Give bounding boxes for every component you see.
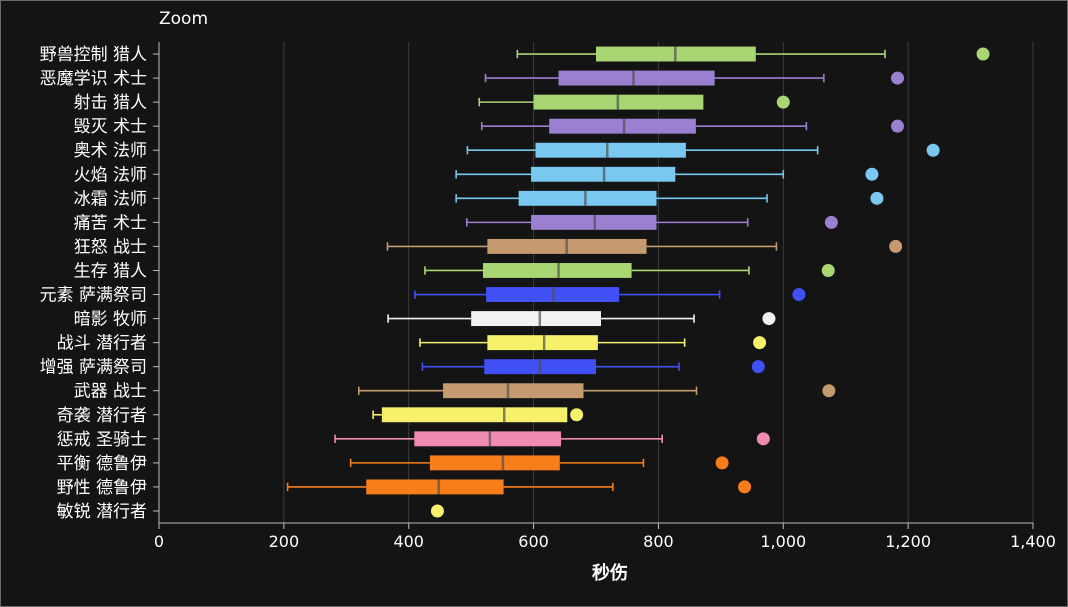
- y-tick-label: 惩戒 圣骑士: [57, 430, 147, 450]
- axes: [153, 42, 1034, 529]
- box: [366, 479, 504, 495]
- outlier-point: [792, 288, 806, 302]
- outlier-point: [715, 456, 729, 470]
- box-group: [286, 479, 752, 495]
- x-tick-label: 200: [269, 532, 300, 551]
- x-tick-label: 1,000: [760, 532, 806, 551]
- outlier-point: [753, 336, 767, 350]
- x-tick-label: 1,200: [885, 532, 931, 551]
- box: [518, 190, 657, 206]
- box-group: [466, 142, 940, 158]
- box-group: [516, 46, 990, 62]
- outlier-point: [976, 47, 990, 61]
- y-tick-label: 增强 萨满祭司: [40, 358, 147, 378]
- box: [381, 407, 568, 423]
- box-group: [430, 504, 444, 518]
- outlier-point: [889, 239, 903, 253]
- box: [535, 142, 686, 158]
- box: [414, 431, 562, 447]
- x-tick-label: 1,400: [1010, 532, 1056, 551]
- box: [471, 311, 601, 327]
- x-axis-ticks: 0 200 400 600 800 1,000 1,200 1,400: [154, 532, 1056, 551]
- y-tick-label: 生存 猎人: [74, 261, 147, 281]
- outlier-point: [821, 263, 835, 277]
- outlier-point: [751, 360, 765, 374]
- outlier-point: [870, 191, 884, 205]
- box-group: [419, 335, 767, 351]
- y-tick-label: 恶魔学识 术士: [40, 69, 147, 89]
- box-group: [357, 383, 836, 399]
- box-group: [465, 214, 838, 230]
- box-group: [349, 455, 729, 471]
- x-tick-label: 400: [393, 532, 424, 551]
- y-tick-label: 野兽控制 猎人: [40, 45, 147, 65]
- y-tick-label: 敏锐 潜行者: [57, 502, 147, 522]
- box-group: [478, 94, 790, 110]
- box: [487, 335, 598, 351]
- box: [549, 118, 696, 134]
- outlier-point: [926, 143, 940, 157]
- outlier-point: [570, 408, 584, 422]
- y-tick-label: 毁灭 术士: [74, 117, 147, 137]
- zoom-button[interactable]: Zoom: [159, 9, 209, 29]
- y-tick-label: 平衡 德鲁伊: [57, 454, 147, 474]
- y-tick-label: 暗影 牧师: [74, 310, 147, 330]
- outlier-point: [865, 167, 879, 181]
- y-tick-label: 奇袭 潜行者: [57, 406, 147, 426]
- x-tick-label: 800: [643, 532, 674, 551]
- box-group: [387, 311, 776, 327]
- y-tick-label: 狂怒 战士: [74, 237, 147, 257]
- box-group: [455, 190, 884, 206]
- y-tick-label: 射击 猎人: [74, 93, 147, 113]
- box-group: [414, 287, 806, 302]
- x-tick-label: 600: [518, 532, 549, 551]
- boxes: [286, 46, 990, 518]
- box-group: [480, 118, 905, 134]
- y-tick-label: 武器 战士: [74, 382, 147, 402]
- gridlines: [283, 42, 1034, 523]
- y-tick-label: 野性 德鲁伊: [57, 478, 147, 498]
- y-tick-label: 奥术 法师: [74, 141, 147, 161]
- x-axis-title: 秒伤: [592, 562, 628, 584]
- y-tick-label: 元素 萨满祭司: [40, 286, 147, 306]
- outlier-point: [891, 71, 905, 85]
- box-group: [334, 431, 770, 447]
- box-group: [372, 407, 584, 423]
- outlier-point: [430, 504, 444, 518]
- box-group: [386, 238, 903, 254]
- y-tick-label: 痛苦 术士: [74, 213, 147, 233]
- y-tick-label: 战斗 潜行者: [57, 334, 147, 354]
- outlier-point: [756, 432, 770, 446]
- outlier-point: [762, 312, 776, 326]
- box: [443, 383, 584, 399]
- box: [558, 70, 715, 86]
- box-group: [484, 70, 905, 86]
- box-group: [421, 359, 765, 375]
- outlier-point: [776, 95, 790, 109]
- y-tick-label: 火焰 法师: [74, 165, 147, 185]
- outlier-point: [891, 119, 905, 133]
- outlier-point: [824, 215, 838, 229]
- box-group: [455, 166, 879, 182]
- outlier-point: [822, 384, 836, 398]
- outlier-point: [738, 480, 752, 494]
- y-tick-label: 冰霜 法师: [74, 189, 147, 209]
- box-group: [424, 263, 835, 278]
- x-tick-label: 0: [154, 532, 164, 551]
- box: [429, 455, 560, 471]
